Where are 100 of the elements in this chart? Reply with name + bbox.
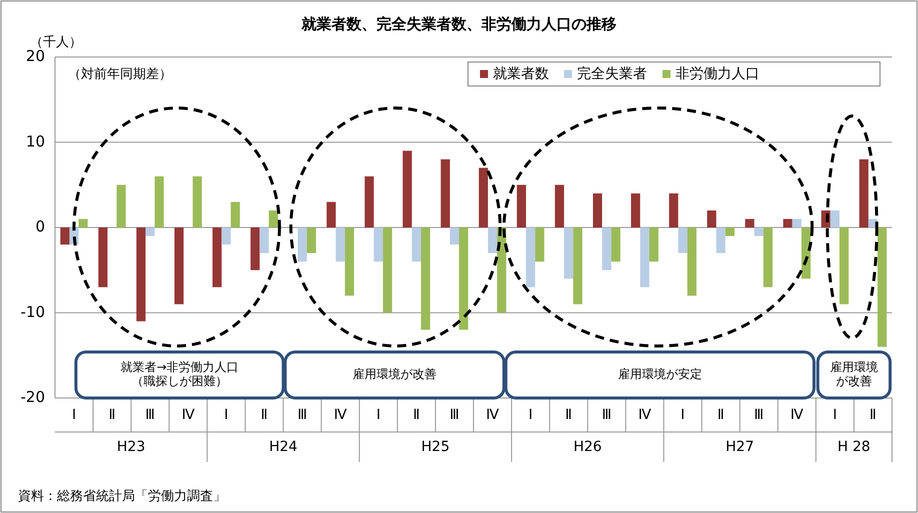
x-tick-label: Ⅰ [72, 406, 76, 423]
x-tick-label: Ⅱ [870, 406, 876, 423]
y-tick-label: -10 [20, 302, 45, 321]
annotation: （対前年同期差） [68, 66, 172, 82]
bar [374, 228, 383, 262]
bar [783, 218, 792, 228]
bar [526, 228, 536, 288]
bar [640, 228, 650, 288]
x-tick-label: Ⅰ [680, 406, 685, 423]
x-tick-label: Ⅱ [717, 406, 724, 423]
text: 資料：総務省統計局「労働力調査」 [18, 488, 226, 504]
text: H26 [573, 438, 602, 455]
note-box: 就業者→非労働力人口 （職探しが困難） [74, 350, 285, 400]
bar [78, 218, 88, 228]
x-tick-label: Ⅱ [565, 406, 572, 423]
x-tick-label: Ⅲ [602, 406, 612, 423]
text: H25 [421, 438, 450, 455]
bar [878, 228, 887, 347]
bar [136, 228, 146, 322]
x-tick-label: Ⅰ [832, 406, 837, 423]
x-tick-label: Ⅲ [145, 406, 155, 423]
bar [298, 228, 307, 262]
bar [154, 176, 164, 228]
bar [420, 228, 430, 330]
legend-label: 非労働力人口 [676, 66, 760, 82]
x-tick-label: Ⅳ [334, 406, 347, 423]
bar [412, 228, 421, 262]
bar [602, 228, 612, 270]
bar [382, 228, 392, 313]
bar [478, 168, 488, 228]
bar [535, 228, 544, 262]
bar [707, 210, 716, 228]
y-tick-label: -20 [20, 388, 45, 406]
annotation: 就業者→非労働力人口 [120, 360, 239, 374]
annotation: 雇用環境 [830, 360, 878, 374]
bar [611, 228, 620, 262]
bar [174, 228, 184, 304]
x-tick-label: Ⅱ [260, 406, 268, 423]
annotation: が改善 [836, 374, 872, 388]
bar [631, 193, 640, 228]
bar [336, 228, 345, 262]
bar [440, 159, 450, 228]
y-tick-label: 20 [26, 47, 45, 66]
bar [792, 218, 802, 228]
bar [260, 228, 269, 254]
x-tick-label: Ⅰ [224, 406, 228, 423]
bar [839, 228, 849, 304]
bar [212, 228, 222, 288]
text: H23 [116, 438, 146, 455]
x-tick-label: Ⅳ [182, 406, 195, 423]
x-tick-label: Ⅲ [297, 406, 308, 423]
bar [573, 228, 582, 304]
y-axis-title: （千人） [30, 34, 82, 50]
bar [402, 150, 412, 228]
bar [222, 228, 231, 245]
bar [230, 202, 240, 228]
bar [859, 159, 868, 228]
bar [268, 210, 278, 228]
x-tick-label: Ⅱ [108, 406, 116, 423]
bar [554, 184, 564, 228]
annotation: 雇用環境が安定 [618, 367, 702, 382]
bar [459, 228, 468, 330]
bar [763, 228, 773, 288]
bar [745, 218, 754, 228]
bar [116, 184, 126, 228]
text: H27 [726, 438, 754, 455]
bar [450, 228, 460, 245]
x-tick-label: Ⅲ [754, 406, 764, 423]
bar [344, 228, 354, 296]
annotation: （職探しが困難） [132, 374, 228, 388]
bar [364, 176, 374, 228]
bar [192, 176, 202, 228]
x-tick-label: Ⅰ [528, 406, 533, 423]
x-tick-label: Ⅳ [486, 406, 500, 423]
text: H 28 [838, 438, 870, 455]
x-tick-label: Ⅲ [450, 406, 460, 423]
x-tick-label: Ⅳ [638, 406, 652, 423]
bar [669, 193, 678, 228]
bar [564, 228, 574, 279]
note-box: 雇用環境 が改善 [816, 350, 892, 400]
bar [98, 228, 108, 288]
x-tick-label: Ⅱ [412, 406, 420, 423]
bar [146, 228, 155, 236]
bar [592, 193, 602, 228]
chart-title: 就業者数、完全失業者数、非労働力人口の推移 [300, 15, 616, 34]
bar [326, 202, 336, 228]
bar [250, 228, 260, 270]
y-tick-label: 0 [35, 218, 45, 236]
x-tick-label: Ⅰ [376, 406, 380, 423]
bar [488, 228, 498, 254]
bar [725, 228, 734, 236]
bar [306, 228, 316, 254]
bar [649, 228, 658, 262]
x-tick-label: Ⅳ [790, 406, 804, 423]
bar [687, 228, 696, 296]
y-tick-label: 10 [26, 132, 45, 150]
bar [516, 184, 526, 228]
legend-label: 就業者数 [493, 66, 549, 82]
bar [60, 228, 70, 245]
note-box: 雇用環境が改善 [284, 350, 506, 400]
